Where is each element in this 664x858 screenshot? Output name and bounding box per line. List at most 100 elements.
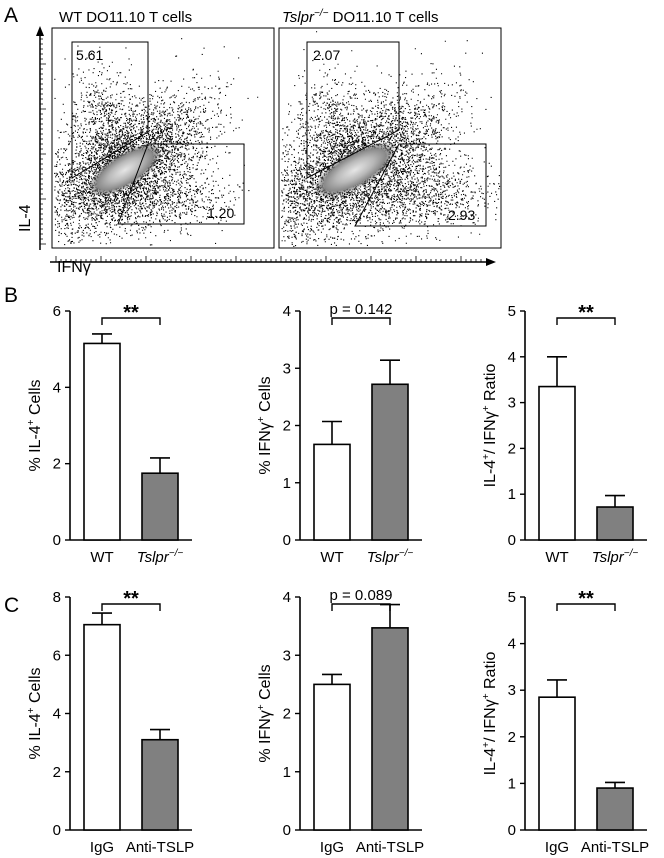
category-label: IgG xyxy=(320,839,344,856)
bar-chart-c-2: 0 1 2 3 4 % IFNγ+ Cells IgG Anti-TSLP p = 0.089 xyxy=(256,587,424,856)
il4-gate-pct-ko: 2.07 xyxy=(313,47,340,63)
y-tick-label: 4 xyxy=(283,303,291,320)
y-tick-label: 0 xyxy=(53,532,61,549)
y-tick-label: 2 xyxy=(508,729,516,746)
flow-x-arrow xyxy=(486,258,496,266)
category-label: WT xyxy=(90,549,113,566)
y-tick-label: 4 xyxy=(53,379,61,396)
y-tick-label: 3 xyxy=(508,395,516,412)
flow-plot-ko-frame xyxy=(278,27,502,249)
significance-label: p = 0.142 xyxy=(330,301,393,318)
y-tick-label: 4 xyxy=(283,589,291,606)
dots-wt-points xyxy=(83,159,250,244)
dots-ko-points xyxy=(300,143,501,244)
significance-bracket xyxy=(101,603,161,611)
flow-y-arrow xyxy=(36,26,44,36)
category-label: Tslpr−/− xyxy=(367,548,414,566)
significance-bracket xyxy=(331,317,391,325)
y-axis-label: % IL-4+ Cells xyxy=(26,667,44,759)
y-tick-label: 3 xyxy=(283,647,291,664)
flow-title-ko: Tslpr−/− DO11.10 T cells xyxy=(282,8,439,26)
y-tick-label: 1 xyxy=(283,764,291,781)
y-axis-label: % IL-4+ Cells xyxy=(26,379,44,471)
bar-chart-c-1: 0 2 4 6 8 % IL-4+ Cells IgG Anti-TSLP ** xyxy=(26,588,194,856)
significance-bracket xyxy=(556,603,616,611)
bar-chart-b-1: 0 2 4 6 % IL-4+ Cells WT Tslpr−/− ** xyxy=(26,302,192,566)
bar-treated xyxy=(371,627,409,831)
panel-letter-b: B xyxy=(4,284,18,307)
ifng-gate-wt xyxy=(117,143,245,225)
significance-bracket xyxy=(331,603,391,611)
bar-control xyxy=(538,696,576,831)
density-core-ko xyxy=(314,142,396,198)
bar-control xyxy=(313,443,351,541)
category-label: IgG xyxy=(90,839,114,856)
y-axis-label: % IFNγ+ Cells xyxy=(256,664,274,762)
bar-control xyxy=(313,683,351,831)
panel-letter-a: A xyxy=(4,4,18,27)
il4-gate-ko xyxy=(306,41,400,179)
y-tick-label: 3 xyxy=(283,360,291,377)
flow-x-axis-label: IFNγ xyxy=(57,259,91,276)
category-label: WT xyxy=(320,549,343,566)
y-tick-label: 1 xyxy=(283,475,291,492)
y-axis-label: % IFNγ+ Cells xyxy=(256,376,274,474)
y-axis-label: IL-4+/ IFNγ+ Ratio xyxy=(481,364,499,488)
significance-label: ** xyxy=(578,302,594,324)
bar-control xyxy=(83,623,121,831)
y-tick-label: 2 xyxy=(508,440,516,457)
y-tick-label: 5 xyxy=(508,589,516,606)
bar-treated xyxy=(141,472,179,541)
y-tick-label: 2 xyxy=(53,764,61,781)
ifng-gate-ko xyxy=(354,143,487,227)
y-tick-label: 2 xyxy=(53,456,61,473)
y-tick-label: 4 xyxy=(508,349,516,366)
flow-cytometry-panel: WT DO11.10 T cells Tslpr−/− DO11.10 T ce… xyxy=(17,8,502,276)
y-tick-label: 1 xyxy=(508,486,516,503)
il4-gate-pct-wt: 5.61 xyxy=(76,47,103,63)
significance-bracket xyxy=(101,317,161,325)
bar-treated xyxy=(596,787,634,831)
dots-wt-points xyxy=(54,45,159,203)
y-tick-label: 0 xyxy=(283,822,291,839)
bar-chart-b-2: 0 1 2 3 4 % IFNγ+ Cells WT Tslpr−/− p = 0.142 xyxy=(256,301,422,566)
panel-letter-c: C xyxy=(4,594,19,617)
y-tick-label: 0 xyxy=(508,532,516,549)
bar-treated xyxy=(596,506,634,541)
il4-gate-wt xyxy=(71,41,149,179)
y-tick-label: 6 xyxy=(53,303,61,320)
y-tick-label: 5 xyxy=(508,303,516,320)
y-tick-label: 8 xyxy=(53,589,61,606)
flow-title-wt: WT DO11.10 T cells xyxy=(59,9,192,26)
significance-bracket xyxy=(556,317,616,325)
flow-tick-marks xyxy=(40,33,482,262)
category-label: IgG xyxy=(545,839,569,856)
significance-label: ** xyxy=(578,588,594,610)
y-axis-label: IL-4+/ IFNγ+ Ratio xyxy=(481,652,499,776)
bar-control xyxy=(83,342,121,541)
ifng-gate-pct-ko: 2.93 xyxy=(448,207,475,223)
category-label: Anti-TSLP xyxy=(126,839,194,856)
significance-label: ** xyxy=(123,588,139,610)
y-tick-label: 4 xyxy=(508,636,516,653)
y-tick-label: 0 xyxy=(283,532,291,549)
flow-y-axis-label: IL-4 xyxy=(17,204,34,232)
flow-dots-wt xyxy=(54,38,259,246)
y-tick-label: 4 xyxy=(53,706,61,723)
significance-label: p = 0.089 xyxy=(330,587,393,604)
flow-axis-ticks xyxy=(40,33,482,262)
ifng-gate-pct-wt: 1.20 xyxy=(207,205,234,221)
category-label: Anti-TSLP xyxy=(581,839,649,856)
bar-treated xyxy=(141,738,179,831)
category-label: WT xyxy=(545,549,568,566)
bar-control xyxy=(538,385,576,541)
y-tick-label: 1 xyxy=(508,775,516,792)
bar-chart-b-3: 0 1 2 3 4 5 IL-4+/ IFNγ+ Ratio WT Tslpr−/− ** xyxy=(481,302,647,566)
significance-label: ** xyxy=(123,302,139,324)
bar-chart-c-3: 0 1 2 3 4 5 IL-4+/ IFNγ+ Ratio IgG Anti-TSLP ** xyxy=(481,588,649,856)
y-tick-label: 2 xyxy=(283,706,291,723)
y-tick-label: 6 xyxy=(53,647,61,664)
category-label: Tslpr−/− xyxy=(592,548,639,566)
bar-charts: 0 2 4 6 % IL-4+ Cells WT Tslpr−/− ** 0 1 2 3 4 % IFNγ… xyxy=(26,301,649,856)
